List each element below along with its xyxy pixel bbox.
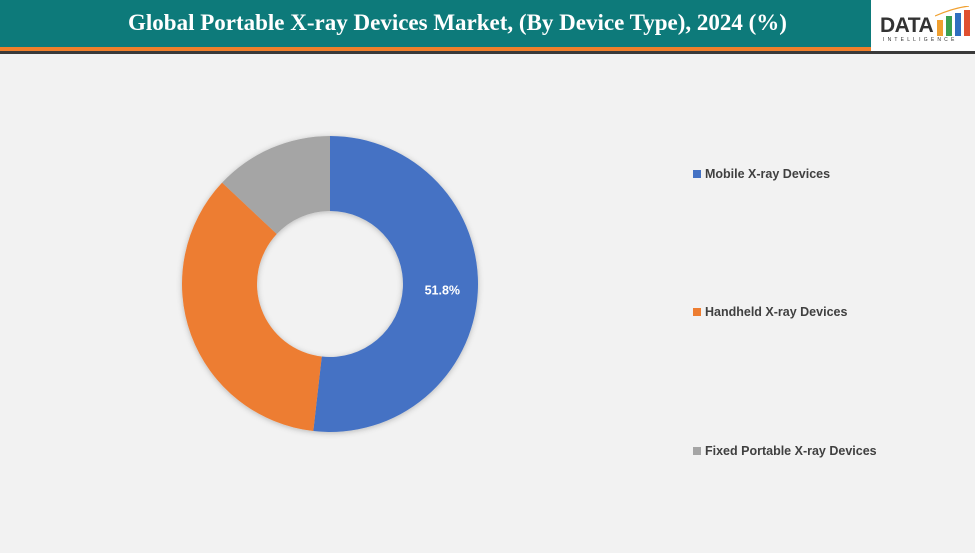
accent-line: [0, 47, 975, 51]
legend-swatch: [693, 308, 701, 316]
header-bar: [0, 0, 975, 47]
legend-label: Handheld X-ray Devices: [705, 305, 848, 319]
chart-title: Global Portable X-ray Devices Market, (B…: [128, 10, 787, 35]
donut-slice-2: [182, 182, 322, 432]
legend-swatch: [693, 170, 701, 178]
logo-bars-icon: [935, 6, 970, 36]
legend-label: Mobile X-ray Devices: [705, 167, 831, 181]
donut-slice-3: [222, 136, 330, 235]
chart-area: 51.8% Mobile X-ray Devices Handheld X-ray…: [0, 54, 975, 548]
divider: [0, 51, 975, 54]
logo-subtext: INTELLIGENCE: [883, 37, 958, 43]
legend-item: Fixed Portable X-ray Devices: [693, 444, 877, 458]
data-label: 51.8%: [425, 283, 460, 297]
legend-item: Handheld X-ray Devices: [693, 305, 847, 319]
donut-chart: 51.8%: [182, 136, 478, 432]
donut-slice-1: [313, 136, 478, 432]
legend-label: Fixed Portable X-ray Devices: [705, 444, 877, 458]
logo: DATA INTELLIGENCE: [871, 0, 975, 51]
logo-text: DATA: [880, 14, 934, 37]
legend-item: Mobile X-ray Devices: [693, 167, 830, 181]
legend-swatch: [693, 447, 701, 455]
